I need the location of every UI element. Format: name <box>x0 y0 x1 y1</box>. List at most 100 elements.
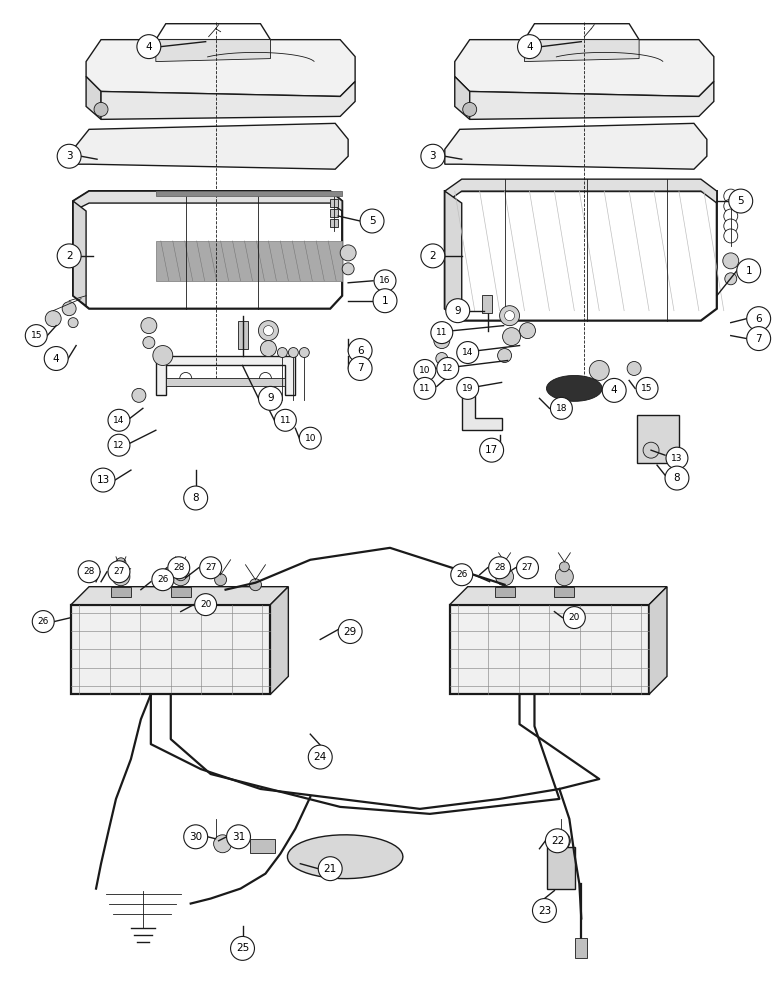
Circle shape <box>289 348 298 358</box>
Circle shape <box>602 378 626 402</box>
Text: 10: 10 <box>419 366 431 375</box>
Polygon shape <box>455 40 714 96</box>
Circle shape <box>434 333 450 349</box>
Circle shape <box>152 569 174 591</box>
Polygon shape <box>73 201 86 306</box>
Text: 27: 27 <box>521 563 533 572</box>
Polygon shape <box>469 82 714 119</box>
Circle shape <box>421 244 445 268</box>
Polygon shape <box>287 835 403 879</box>
Circle shape <box>480 438 504 462</box>
Text: 11: 11 <box>436 328 448 337</box>
Circle shape <box>132 388 146 402</box>
Text: 31: 31 <box>232 832 245 842</box>
Circle shape <box>451 564 473 586</box>
Text: 7: 7 <box>755 334 762 344</box>
Text: 28: 28 <box>173 563 185 572</box>
Polygon shape <box>156 24 270 40</box>
Circle shape <box>550 397 573 419</box>
FancyBboxPatch shape <box>575 938 587 958</box>
Circle shape <box>263 326 273 336</box>
Text: 4: 4 <box>146 42 152 52</box>
Circle shape <box>500 562 510 572</box>
Circle shape <box>589 361 609 380</box>
Text: 15: 15 <box>30 331 42 340</box>
Circle shape <box>500 306 519 326</box>
Circle shape <box>108 434 130 456</box>
Circle shape <box>199 557 222 579</box>
Circle shape <box>532 899 556 922</box>
Text: 17: 17 <box>485 445 498 455</box>
Text: 4: 4 <box>53 354 60 364</box>
Circle shape <box>68 318 78 328</box>
Polygon shape <box>156 356 296 395</box>
Circle shape <box>108 409 130 431</box>
Circle shape <box>666 447 688 469</box>
Circle shape <box>277 348 287 358</box>
Text: 14: 14 <box>113 416 125 425</box>
Text: 6: 6 <box>357 346 363 356</box>
Text: 20: 20 <box>200 600 211 609</box>
Text: 29: 29 <box>344 627 357 637</box>
Circle shape <box>722 253 739 269</box>
FancyBboxPatch shape <box>482 295 492 313</box>
Polygon shape <box>71 587 289 605</box>
Circle shape <box>546 829 570 853</box>
Text: 27: 27 <box>113 567 125 576</box>
Circle shape <box>45 311 61 327</box>
Text: 12: 12 <box>442 364 453 373</box>
Polygon shape <box>156 40 270 62</box>
Circle shape <box>115 569 127 581</box>
Circle shape <box>518 35 542 59</box>
Circle shape <box>300 427 321 449</box>
Circle shape <box>643 442 659 458</box>
Text: 20: 20 <box>569 613 580 622</box>
Circle shape <box>259 372 272 384</box>
Circle shape <box>91 468 115 492</box>
Circle shape <box>108 561 130 583</box>
Text: 3: 3 <box>430 151 436 161</box>
FancyBboxPatch shape <box>237 321 248 349</box>
Text: 18: 18 <box>556 404 567 413</box>
Circle shape <box>184 825 208 849</box>
Text: 15: 15 <box>641 384 653 393</box>
Polygon shape <box>462 390 501 430</box>
Text: 25: 25 <box>236 943 249 953</box>
Circle shape <box>519 323 535 339</box>
Text: 12: 12 <box>113 441 125 450</box>
Circle shape <box>496 568 514 586</box>
Circle shape <box>414 377 436 399</box>
Polygon shape <box>445 191 462 321</box>
Polygon shape <box>450 605 649 694</box>
Circle shape <box>175 558 185 568</box>
Text: 16: 16 <box>379 276 391 285</box>
Text: 4: 4 <box>611 385 618 395</box>
Circle shape <box>556 568 573 586</box>
Circle shape <box>57 144 81 168</box>
Circle shape <box>195 594 217 616</box>
Circle shape <box>116 558 126 568</box>
Text: 1: 1 <box>382 296 388 306</box>
Polygon shape <box>73 123 348 169</box>
Text: 1: 1 <box>746 266 752 276</box>
Circle shape <box>360 209 384 233</box>
Text: 2: 2 <box>66 251 72 261</box>
Circle shape <box>724 189 738 203</box>
FancyBboxPatch shape <box>251 839 275 853</box>
Circle shape <box>168 557 189 579</box>
Circle shape <box>627 361 641 375</box>
Text: 5: 5 <box>737 196 744 206</box>
Text: 9: 9 <box>267 393 274 403</box>
Circle shape <box>736 259 760 283</box>
Circle shape <box>308 745 332 769</box>
Circle shape <box>112 568 130 586</box>
Circle shape <box>374 270 396 292</box>
Circle shape <box>489 557 511 579</box>
Circle shape <box>57 244 81 268</box>
Circle shape <box>62 302 76 316</box>
Circle shape <box>497 349 511 362</box>
Circle shape <box>261 341 276 357</box>
Circle shape <box>725 273 736 285</box>
Polygon shape <box>455 77 469 119</box>
Polygon shape <box>649 587 667 694</box>
